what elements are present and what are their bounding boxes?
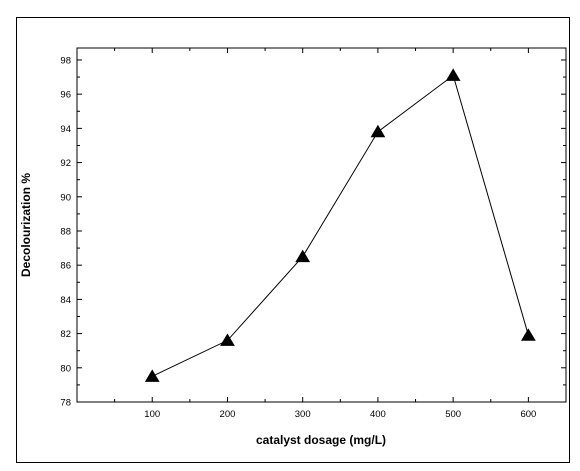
y-tick-label: 86: [60, 261, 71, 272]
x-tick-label: 500: [445, 409, 461, 420]
x-tick-label: 300: [295, 409, 311, 420]
y-axis-title: Decolourization %: [19, 173, 33, 277]
data-point-marker: [370, 124, 386, 138]
data-point-marker: [220, 333, 235, 346]
x-axis-title: catalyst dosage (mg/L): [256, 433, 386, 447]
y-tick-label: 90: [60, 192, 71, 203]
y-tick-label: 92: [60, 158, 71, 169]
x-tick-label: 200: [220, 409, 236, 420]
x-tick-label: 600: [520, 409, 536, 420]
x-tick-label: 400: [370, 409, 386, 420]
chart-frame: [16, 17, 570, 463]
y-tick-label: 80: [60, 363, 71, 374]
y-axis: 78 80 82 84 86 88 90 92 94 96 98: [60, 55, 566, 409]
data-markers: [144, 68, 536, 382]
data-point-marker: [445, 68, 461, 81]
x-tick-label: 100: [144, 409, 160, 420]
y-tick-label: 82: [60, 329, 71, 340]
data-point-marker: [295, 249, 311, 263]
y-tick-label: 84: [60, 295, 71, 306]
x-axis: 100 200 300 400 500 600: [114, 48, 567, 420]
y-tick-label: 94: [60, 124, 71, 135]
y-tick-label: 98: [60, 55, 71, 66]
data-point-marker: [144, 369, 160, 382]
y-tick-label: 78: [60, 398, 71, 409]
y-tick-label: 96: [60, 90, 71, 101]
plot-area: [76, 47, 567, 403]
series-line: [151, 74, 529, 377]
y-tick-label: 88: [60, 226, 71, 237]
data-point-marker: [521, 328, 536, 341]
